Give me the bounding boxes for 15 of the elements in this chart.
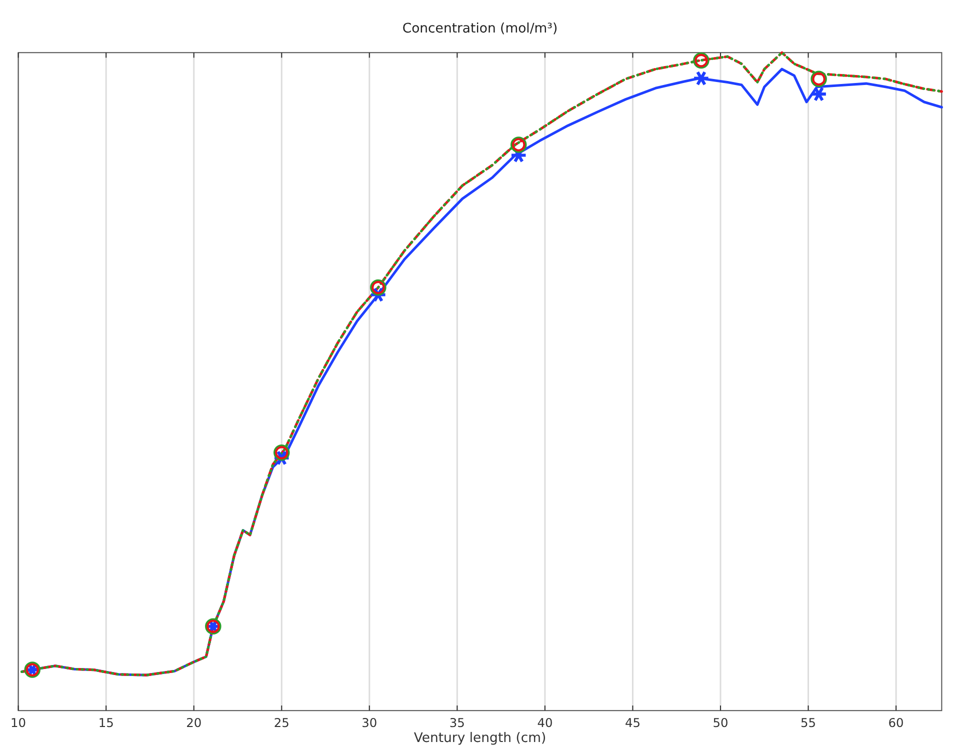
x-tick-label: 45	[624, 716, 640, 730]
x-axis-title: Ventury length (cm)	[414, 731, 546, 746]
x-tick-label: 60	[888, 716, 904, 730]
x-tick-label: 55	[800, 716, 816, 730]
x-tick-label: 50	[712, 716, 728, 730]
point	[810, 86, 828, 102]
x-tick-label: 30	[362, 716, 378, 730]
x-tick-label: 20	[186, 716, 202, 730]
x-tick-label: 25	[274, 716, 290, 730]
x-tick-label: 35	[449, 716, 465, 730]
chart-title: Concentration (mol/m³)	[402, 21, 558, 36]
x-tick-label: 15	[98, 716, 114, 730]
point	[692, 70, 710, 86]
x-tick-label: 40	[537, 716, 553, 730]
x-tick-label: 10	[10, 716, 26, 730]
